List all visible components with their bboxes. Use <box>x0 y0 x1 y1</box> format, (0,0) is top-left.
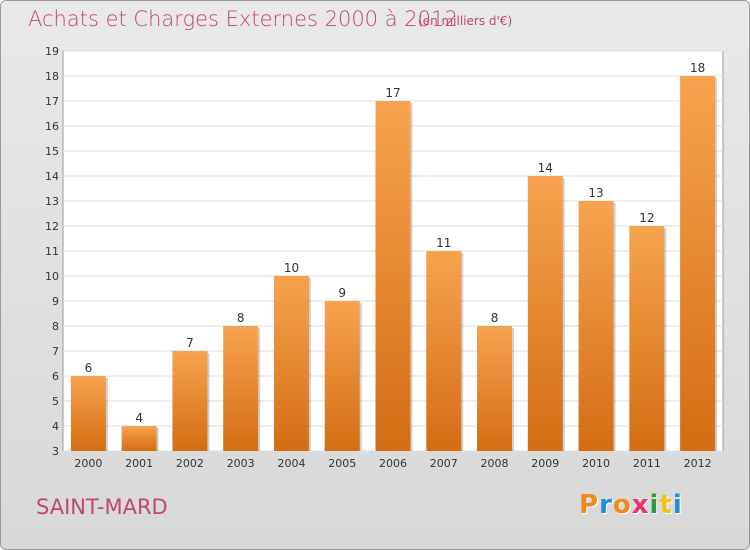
bar-value-label: 8 <box>237 311 245 325</box>
y-tick-label: 19 <box>45 45 59 58</box>
bar <box>527 176 563 451</box>
bar <box>172 351 208 451</box>
chart-title: Achats et Charges Externes 2000 à 2012 <box>28 7 458 31</box>
y-tick-label: 14 <box>45 170 59 183</box>
bar <box>426 251 462 451</box>
bar-value-label: 17 <box>385 86 400 100</box>
x-tick-label: 2010 <box>582 457 610 470</box>
y-tick-label: 13 <box>45 195 59 208</box>
x-tick-label: 2004 <box>277 457 305 470</box>
y-tick-label: 16 <box>45 120 59 133</box>
proxiti-logo: Proxiti <box>579 490 683 520</box>
x-tick-label: 2002 <box>176 457 204 470</box>
bar-value-label: 12 <box>639 211 654 225</box>
bar <box>273 276 309 451</box>
x-tick-label: 2012 <box>684 457 712 470</box>
y-tick-label: 9 <box>52 295 59 308</box>
bar <box>578 201 614 451</box>
bar-value-label: 11 <box>436 236 451 250</box>
bar <box>375 101 411 451</box>
y-tick-label: 5 <box>52 395 59 408</box>
bar-value-label: 10 <box>284 261 299 275</box>
y-tick-label: 17 <box>45 95 59 108</box>
bar <box>324 301 360 451</box>
chart-subtitle: (en milliers d'€) <box>418 14 513 28</box>
x-tick-label: 2000 <box>74 457 102 470</box>
y-axis-tick-labels: 3 4 5 6 7 8 9 10 11 12 13 14 15 16 17 18 19 <box>45 45 59 458</box>
x-tick-label: 2009 <box>531 457 559 470</box>
bar <box>70 376 106 451</box>
x-tick-label: 2011 <box>633 457 661 470</box>
bar-value-label: 13 <box>588 186 603 200</box>
bar-value-label: 7 <box>186 336 194 350</box>
x-tick-label: 2008 <box>481 457 509 470</box>
x-tick-label: 2003 <box>227 457 255 470</box>
y-tick-label: 4 <box>52 420 59 433</box>
y-tick-label: 10 <box>45 270 59 283</box>
bar-value-label: 4 <box>135 411 143 425</box>
x-tick-label: 2005 <box>328 457 356 470</box>
y-tick-label: 12 <box>45 220 59 233</box>
bars: 6 4 7 8 10 9 17 11 8 14 13 12 18 <box>70 61 718 451</box>
x-tick-label: 2006 <box>379 457 407 470</box>
city-name: SAINT-MARD <box>36 495 168 519</box>
bar <box>477 326 513 451</box>
x-tick-label: 2007 <box>430 457 458 470</box>
y-tick-label: 15 <box>45 145 59 158</box>
bar-value-label: 18 <box>690 61 705 75</box>
y-tick-label: 3 <box>52 445 59 458</box>
bar-value-label: 9 <box>338 286 346 300</box>
bar <box>121 426 157 451</box>
bar-value-label: 8 <box>491 311 499 325</box>
x-axis-tick-labels: 2000 2001 2002 2003 2004 2005 2006 2007 2008 2009… <box>74 457 711 470</box>
bar <box>629 226 665 451</box>
bar-value-label: 14 <box>538 161 553 175</box>
bar-value-label: 6 <box>85 361 93 375</box>
y-tick-label: 18 <box>45 70 59 83</box>
bar <box>223 326 259 451</box>
y-tick-label: 6 <box>52 370 59 383</box>
bar <box>680 76 716 451</box>
y-tick-label: 8 <box>52 320 59 333</box>
y-tick-label: 11 <box>45 245 59 258</box>
x-tick-label: 2001 <box>125 457 153 470</box>
y-tick-label: 7 <box>52 345 59 358</box>
